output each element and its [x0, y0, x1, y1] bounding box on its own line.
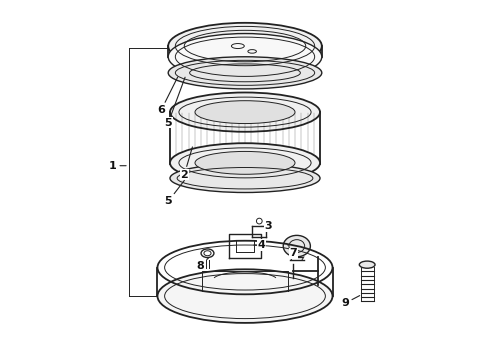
Text: 8: 8: [196, 258, 209, 271]
Text: 5: 5: [164, 77, 185, 128]
Ellipse shape: [168, 33, 322, 80]
Ellipse shape: [195, 152, 295, 174]
Ellipse shape: [168, 23, 322, 69]
Text: 7: 7: [288, 245, 297, 258]
Text: 1: 1: [109, 161, 126, 171]
Ellipse shape: [359, 261, 375, 268]
Ellipse shape: [170, 93, 320, 132]
Text: 6: 6: [157, 77, 178, 115]
Ellipse shape: [283, 235, 310, 257]
Text: 3: 3: [261, 221, 272, 231]
Ellipse shape: [170, 143, 320, 183]
Text: 5: 5: [164, 180, 184, 206]
Text: 2: 2: [180, 147, 193, 180]
Text: 9: 9: [341, 296, 360, 308]
Ellipse shape: [168, 57, 322, 89]
Text: 4: 4: [254, 240, 265, 250]
Ellipse shape: [195, 101, 295, 123]
Ellipse shape: [170, 164, 320, 193]
Ellipse shape: [157, 269, 333, 323]
